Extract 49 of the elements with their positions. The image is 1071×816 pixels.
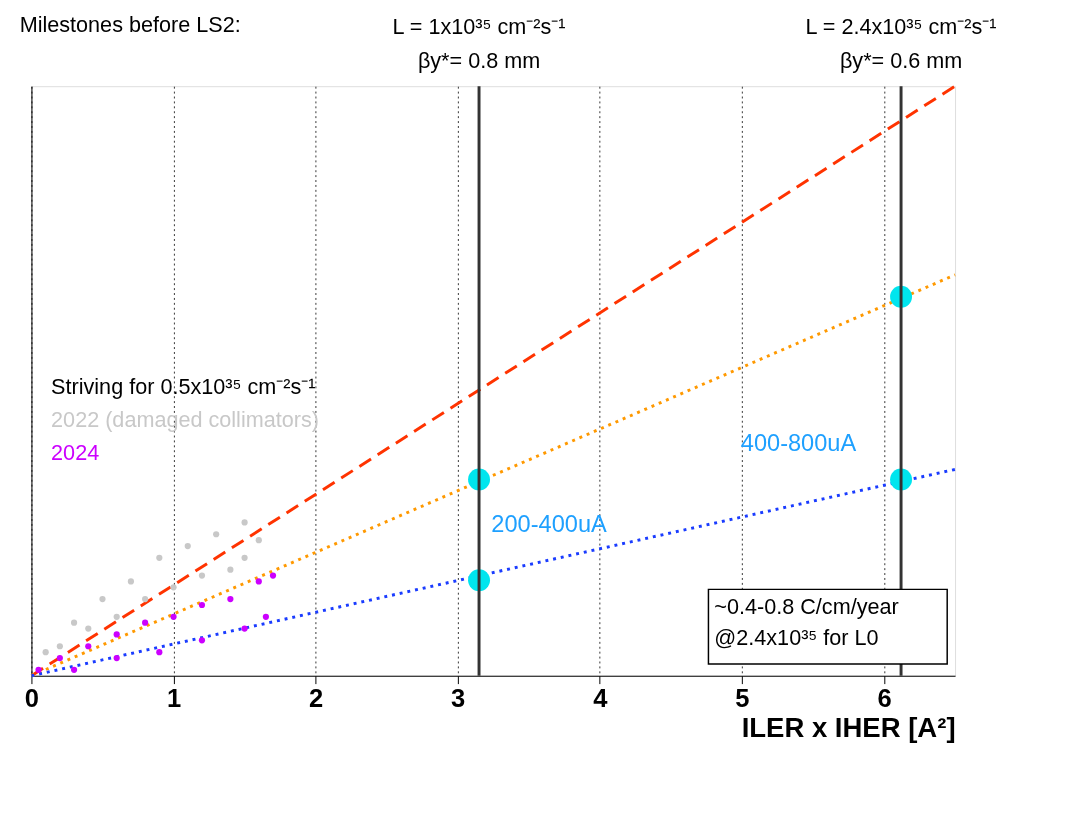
text: Milestones before LS2:: [19, 12, 241, 38]
point: [184, 542, 191, 550]
point: [198, 572, 206, 579]
point: [198, 601, 206, 609]
point: [113, 613, 120, 620]
x-tick-label: 2: [309, 683, 324, 712]
text: L = 2.4x10³⁵ cm⁻²s⁻¹ βy*= 0.6 mm: [805, 14, 997, 73]
annotation: 200-400uA: [491, 511, 607, 538]
annotation: 400-800uA: [740, 429, 857, 456]
point: [99, 596, 106, 603]
x-tick-label: 6: [877, 683, 892, 712]
point: [85, 643, 92, 650]
annotation: ~0.4-0.8 C/cm/year @2.4x10³⁵ for L0: [714, 593, 899, 651]
point: [142, 619, 149, 626]
point: [241, 554, 248, 561]
x-tick-label: 1: [166, 683, 182, 712]
point: [85, 625, 92, 632]
point: [113, 654, 120, 662]
x-tick-label: 3: [451, 683, 466, 712]
point: [56, 654, 63, 662]
point: [262, 613, 270, 620]
x-tick-label: 5: [735, 683, 750, 712]
point: [35, 666, 42, 673]
point: [70, 666, 78, 673]
point: [170, 584, 177, 591]
point: [241, 519, 248, 526]
point: [127, 578, 135, 585]
point: [70, 619, 78, 626]
point: [142, 596, 149, 603]
point: [42, 649, 49, 656]
point: [156, 554, 163, 561]
point: [255, 537, 262, 544]
point: [269, 572, 277, 579]
point: [170, 613, 177, 620]
point: [156, 649, 163, 656]
x-tick-label: 0: [24, 683, 40, 712]
point: [113, 631, 120, 638]
x-axis-title: ILER x IHER [A²]: [741, 712, 956, 744]
point: [255, 578, 262, 585]
point: [56, 643, 63, 650]
annotation: Striving for 0.5x10³⁵ cm⁻²s⁻¹: [51, 374, 316, 400]
point: [198, 637, 206, 644]
text: 2024: [51, 440, 100, 466]
point: [213, 531, 220, 538]
text: L = 1x10³⁵ cm⁻²s⁻¹ βy*= 0.8 mm: [392, 14, 566, 73]
point: [227, 566, 234, 573]
point: [227, 596, 234, 603]
point: [241, 625, 248, 632]
x-tick-label: 4: [593, 683, 609, 712]
